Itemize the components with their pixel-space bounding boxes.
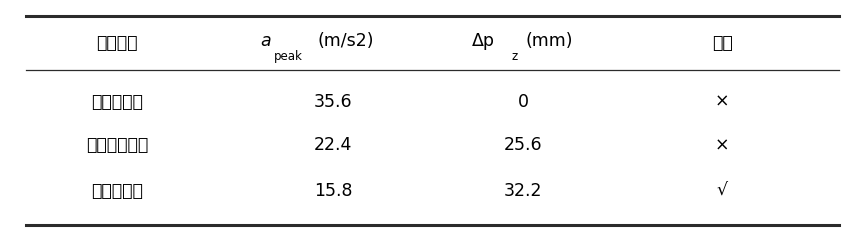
Text: ×: × bbox=[715, 93, 729, 111]
Text: z: z bbox=[511, 50, 517, 63]
Text: 着陆结构: 着陆结构 bbox=[96, 34, 138, 52]
Text: (mm): (mm) bbox=[526, 32, 573, 50]
Text: 无着陆结构: 无着陆结构 bbox=[91, 93, 143, 111]
Text: 25.6: 25.6 bbox=[504, 136, 542, 154]
Text: 35.6: 35.6 bbox=[314, 93, 352, 111]
Text: $a$: $a$ bbox=[260, 32, 271, 50]
Text: 扭矩: 扭矩 bbox=[712, 34, 733, 52]
Text: 32.2: 32.2 bbox=[504, 182, 542, 200]
Text: (m/s2): (m/s2) bbox=[317, 32, 374, 50]
Text: Δp: Δp bbox=[471, 32, 495, 50]
Text: ×: × bbox=[715, 136, 729, 154]
Text: 22.4: 22.4 bbox=[314, 136, 352, 154]
Text: 非双稳态结构: 非双稳态结构 bbox=[86, 136, 148, 154]
Text: 0: 0 bbox=[518, 93, 529, 111]
Text: 15.8: 15.8 bbox=[314, 182, 352, 200]
Text: √: √ bbox=[717, 182, 727, 200]
Text: 双稳态结构: 双稳态结构 bbox=[91, 182, 143, 200]
Text: peak: peak bbox=[274, 50, 303, 63]
